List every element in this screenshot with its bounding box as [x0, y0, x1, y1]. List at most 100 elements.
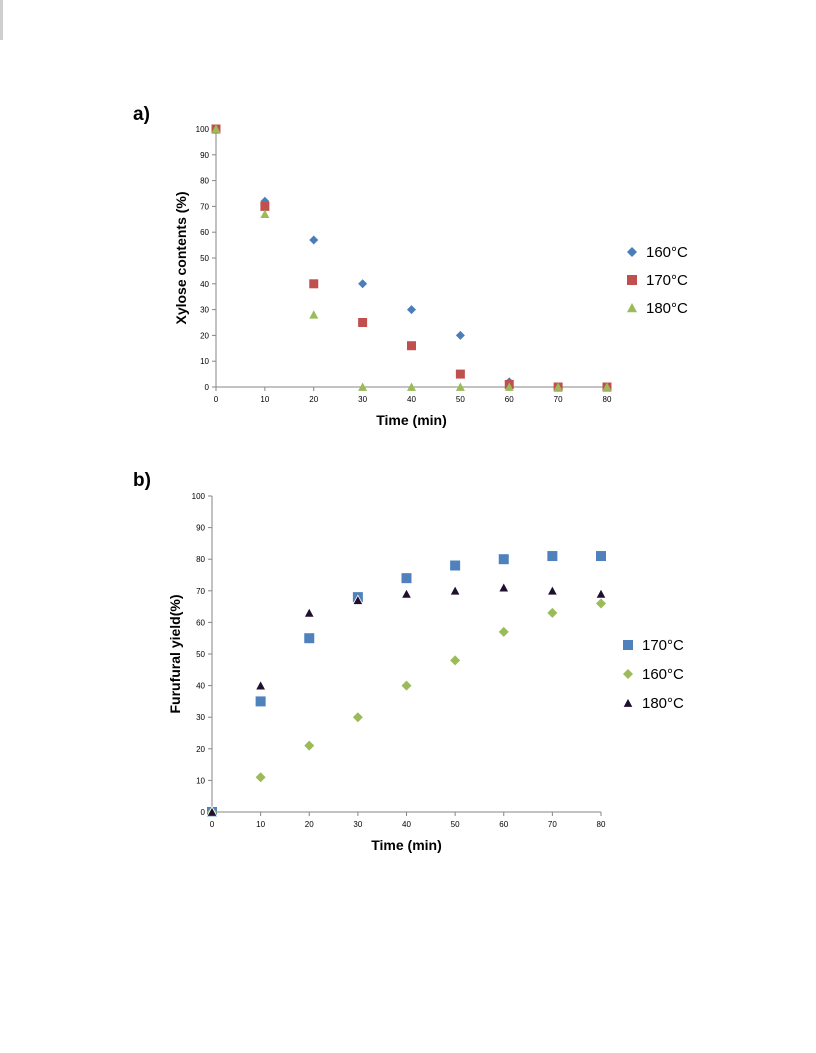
page-edge [0, 0, 3, 40]
x-tick-label: 70 [548, 820, 557, 829]
data-point [547, 607, 558, 618]
data-point [255, 772, 266, 783]
x-axis-title: Time (min) [376, 412, 447, 428]
data-point [450, 655, 461, 666]
data-point [602, 382, 612, 391]
legend-label: 160°C [646, 244, 688, 261]
data-point [206, 806, 218, 817]
legend-marker [627, 303, 637, 313]
x-tick-label: 30 [353, 820, 362, 829]
data-point [595, 588, 607, 599]
x-tick-label: 10 [256, 820, 265, 829]
data-point [352, 712, 363, 723]
data-point [547, 551, 558, 562]
xylose-chart: 0 10 20 30 40 50 60 70 80 90 100 0 10 20 30 40 50 60 70 80 T… [173, 124, 688, 428]
panel-a-label: a) [133, 104, 150, 125]
data-point [553, 382, 563, 391]
data-point [407, 382, 416, 391]
x-tick-label: 30 [358, 395, 367, 404]
y-tick-label: 80 [196, 555, 205, 564]
data-point [309, 310, 319, 319]
legend-marker [623, 669, 633, 679]
legend-marker [627, 275, 637, 285]
y-tick-label: 40 [200, 280, 209, 289]
x-tick-label: 50 [451, 820, 460, 829]
series-180c [211, 124, 612, 391]
x-tick-label: 80 [603, 395, 612, 404]
y-tick-label: 100 [196, 125, 210, 134]
y-tick-label: 40 [196, 682, 205, 691]
y-tick-label: 20 [200, 331, 209, 340]
x-tick-label: 10 [260, 395, 269, 404]
data-point [358, 318, 368, 327]
legend-marker [627, 247, 637, 257]
y-tick-label: 60 [200, 228, 209, 237]
x-axis-title: Time (min) [371, 837, 442, 853]
legend-label: 170°C [642, 637, 684, 654]
data-point [309, 235, 319, 245]
y-tick-label: 100 [192, 492, 206, 501]
data-point [304, 740, 315, 751]
data-point [358, 382, 368, 391]
data-point [401, 573, 412, 584]
data-point [455, 382, 465, 391]
x-tick-label: 60 [499, 820, 508, 829]
data-point [498, 581, 510, 593]
y-tick-label: 90 [200, 151, 209, 160]
y-tick-label: 20 [196, 745, 205, 754]
data-point [401, 680, 412, 691]
series-160c [207, 598, 606, 817]
y-tick-label: 0 [201, 808, 206, 817]
x-tick-label: 70 [554, 395, 563, 404]
legend-marker [623, 640, 633, 650]
x-tick-label: 0 [210, 820, 215, 829]
y-tick-label: 0 [205, 383, 210, 392]
data-point [304, 633, 315, 644]
y-tick-label: 90 [196, 524, 205, 533]
panel-b-label: b) [133, 470, 151, 491]
x-tick-label: 40 [407, 395, 416, 404]
legend-label: 160°C [642, 666, 684, 683]
data-point [407, 305, 416, 315]
data-point [303, 607, 315, 618]
x-tick-label: 20 [309, 395, 318, 404]
data-point [455, 369, 465, 379]
data-point [498, 554, 509, 565]
data-point [498, 626, 509, 637]
y-tick-label: 70 [196, 587, 205, 596]
data-point [400, 588, 413, 599]
y-tick-label: 10 [196, 776, 205, 785]
data-point [260, 209, 270, 218]
data-point [450, 560, 461, 571]
x-tick-label: 0 [214, 395, 219, 404]
data-point [455, 330, 465, 340]
x-tick-label: 60 [505, 395, 514, 404]
x-tick-label: 80 [597, 820, 606, 829]
data-point [309, 279, 319, 289]
legend-label: 170°C [646, 272, 688, 289]
data-point [504, 382, 514, 391]
data-point [255, 696, 266, 707]
y-tick-label: 60 [196, 618, 205, 627]
data-point [546, 584, 559, 596]
data-point [407, 341, 416, 351]
data-point [254, 679, 267, 691]
legend-label: 180°C [646, 300, 688, 317]
y-axis-title: Xylose contents (%) [173, 191, 189, 324]
y-tick-label: 70 [200, 202, 209, 211]
data-point [449, 584, 461, 596]
data-point [352, 594, 364, 605]
data-point [260, 201, 270, 211]
series-180c [206, 581, 607, 817]
data-point [358, 279, 368, 289]
legend-marker [622, 697, 634, 708]
y-axis-title: Furufural yield(%) [167, 594, 183, 713]
data-point [211, 124, 221, 133]
x-tick-label: 50 [456, 395, 465, 404]
y-tick-label: 10 [200, 357, 209, 366]
y-tick-label: 50 [200, 254, 209, 263]
legend-label: 180°C [642, 695, 684, 712]
data-point [596, 551, 606, 562]
x-tick-label: 40 [402, 820, 411, 829]
y-tick-label: 30 [196, 713, 205, 722]
